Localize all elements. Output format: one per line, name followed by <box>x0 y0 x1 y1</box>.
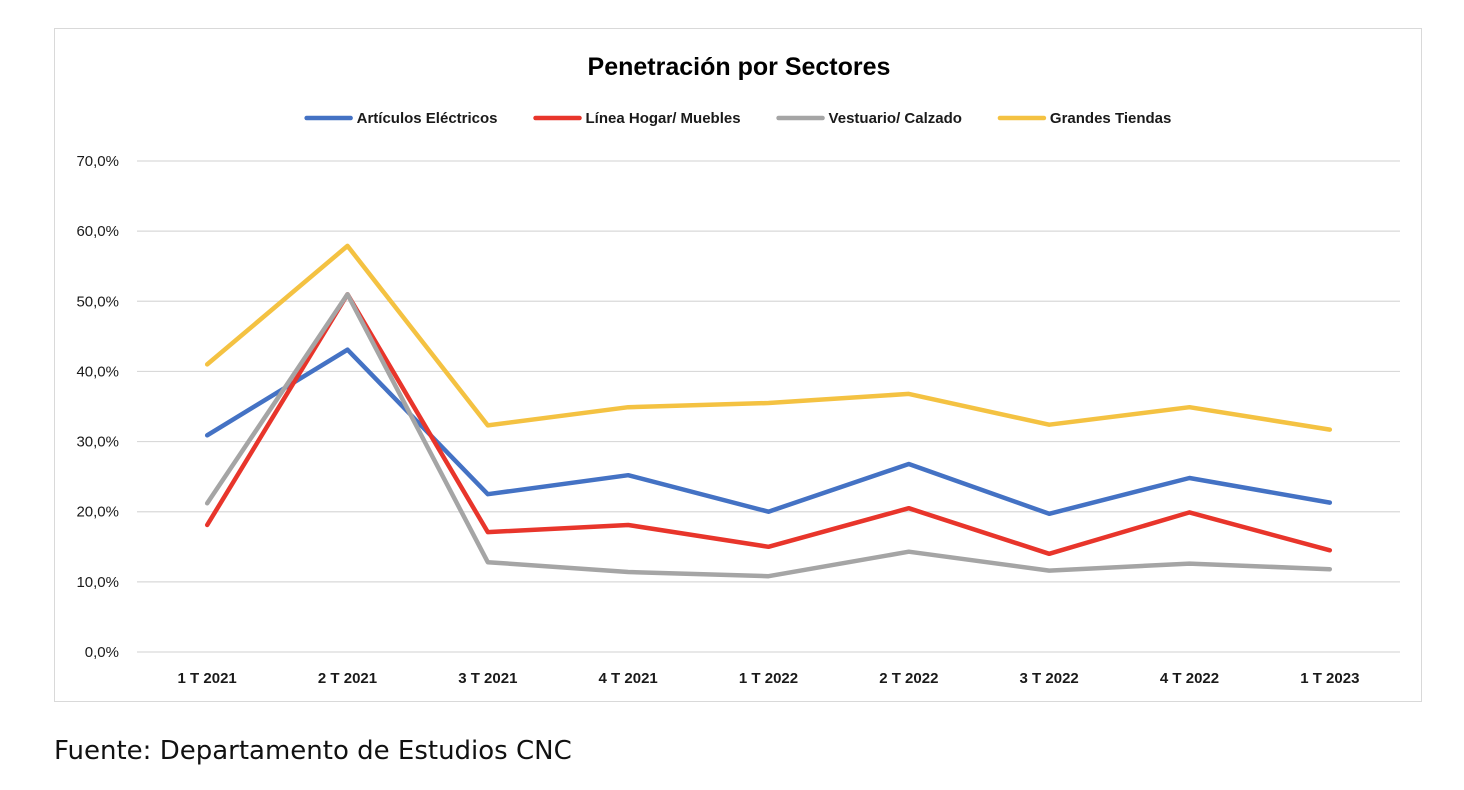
x-tick-label: 1 T 2021 <box>178 670 237 687</box>
x-tick-label: 2 T 2021 <box>318 670 377 687</box>
x-tick-label: 3 T 2021 <box>458 670 517 687</box>
x-tick-label: 4 T 2021 <box>599 670 658 687</box>
series-lines <box>204 243 1333 579</box>
legend-item: Vestuario/ Calzado <box>776 110 962 127</box>
series-line-2 <box>204 292 1333 557</box>
legend-label: Línea Hogar/ Muebles <box>586 110 741 127</box>
x-tick-label: 4 T 2022 <box>1160 670 1219 687</box>
series-line-4 <box>204 243 1333 432</box>
legend-item: Artículos Eléctricos <box>304 110 498 127</box>
series-line-3 <box>204 292 1333 579</box>
series-line-1 <box>204 347 1333 517</box>
y-tick-label: 30,0% <box>76 434 119 451</box>
legend-label: Vestuario/ Calzado <box>829 110 962 127</box>
x-tick-label: 1 T 2022 <box>739 670 798 687</box>
chart-title: Penetración por Sectores <box>588 53 891 81</box>
gridlines <box>137 160 1400 653</box>
y-tick-label: 20,0% <box>76 504 119 521</box>
y-tick-label: 10,0% <box>76 574 119 591</box>
source-note: Fuente: Departamento de Estudios CNC <box>54 736 572 766</box>
legend: Artículos Eléctricos Línea Hogar/ Muebles… <box>304 110 1171 127</box>
y-tick-label: 40,0% <box>76 363 119 380</box>
legend-item: Línea Hogar/ Muebles <box>533 110 741 127</box>
y-tick-label: 0,0% <box>85 644 119 661</box>
chart-frame: Penetración por Sectores Artículos Eléct… <box>54 28 1422 702</box>
x-tick-label: 3 T 2022 <box>1020 670 1079 687</box>
line-chart: Penetración por Sectores Artículos Eléct… <box>76 53 1400 687</box>
y-tick-label: 70,0% <box>76 153 119 170</box>
y-tick-label: 50,0% <box>76 293 119 310</box>
legend-label: Grandes Tiendas <box>1050 110 1171 127</box>
x-tick-label: 2 T 2022 <box>879 670 938 687</box>
legend-item: Grandes Tiendas <box>997 110 1171 127</box>
legend-label: Artículos Eléctricos <box>357 110 498 127</box>
x-tick-label: 1 T 2023 <box>1300 670 1359 687</box>
x-axis: 1 T 2021 2 T 2021 3 T 2021 4 T 2021 1 T 2022… <box>178 670 1360 687</box>
y-axis: 0,0% 10,0% 20,0% 30,0% 40,0% 50,0% 60,0% 70,0% <box>76 153 119 661</box>
y-tick-label: 60,0% <box>76 223 119 240</box>
